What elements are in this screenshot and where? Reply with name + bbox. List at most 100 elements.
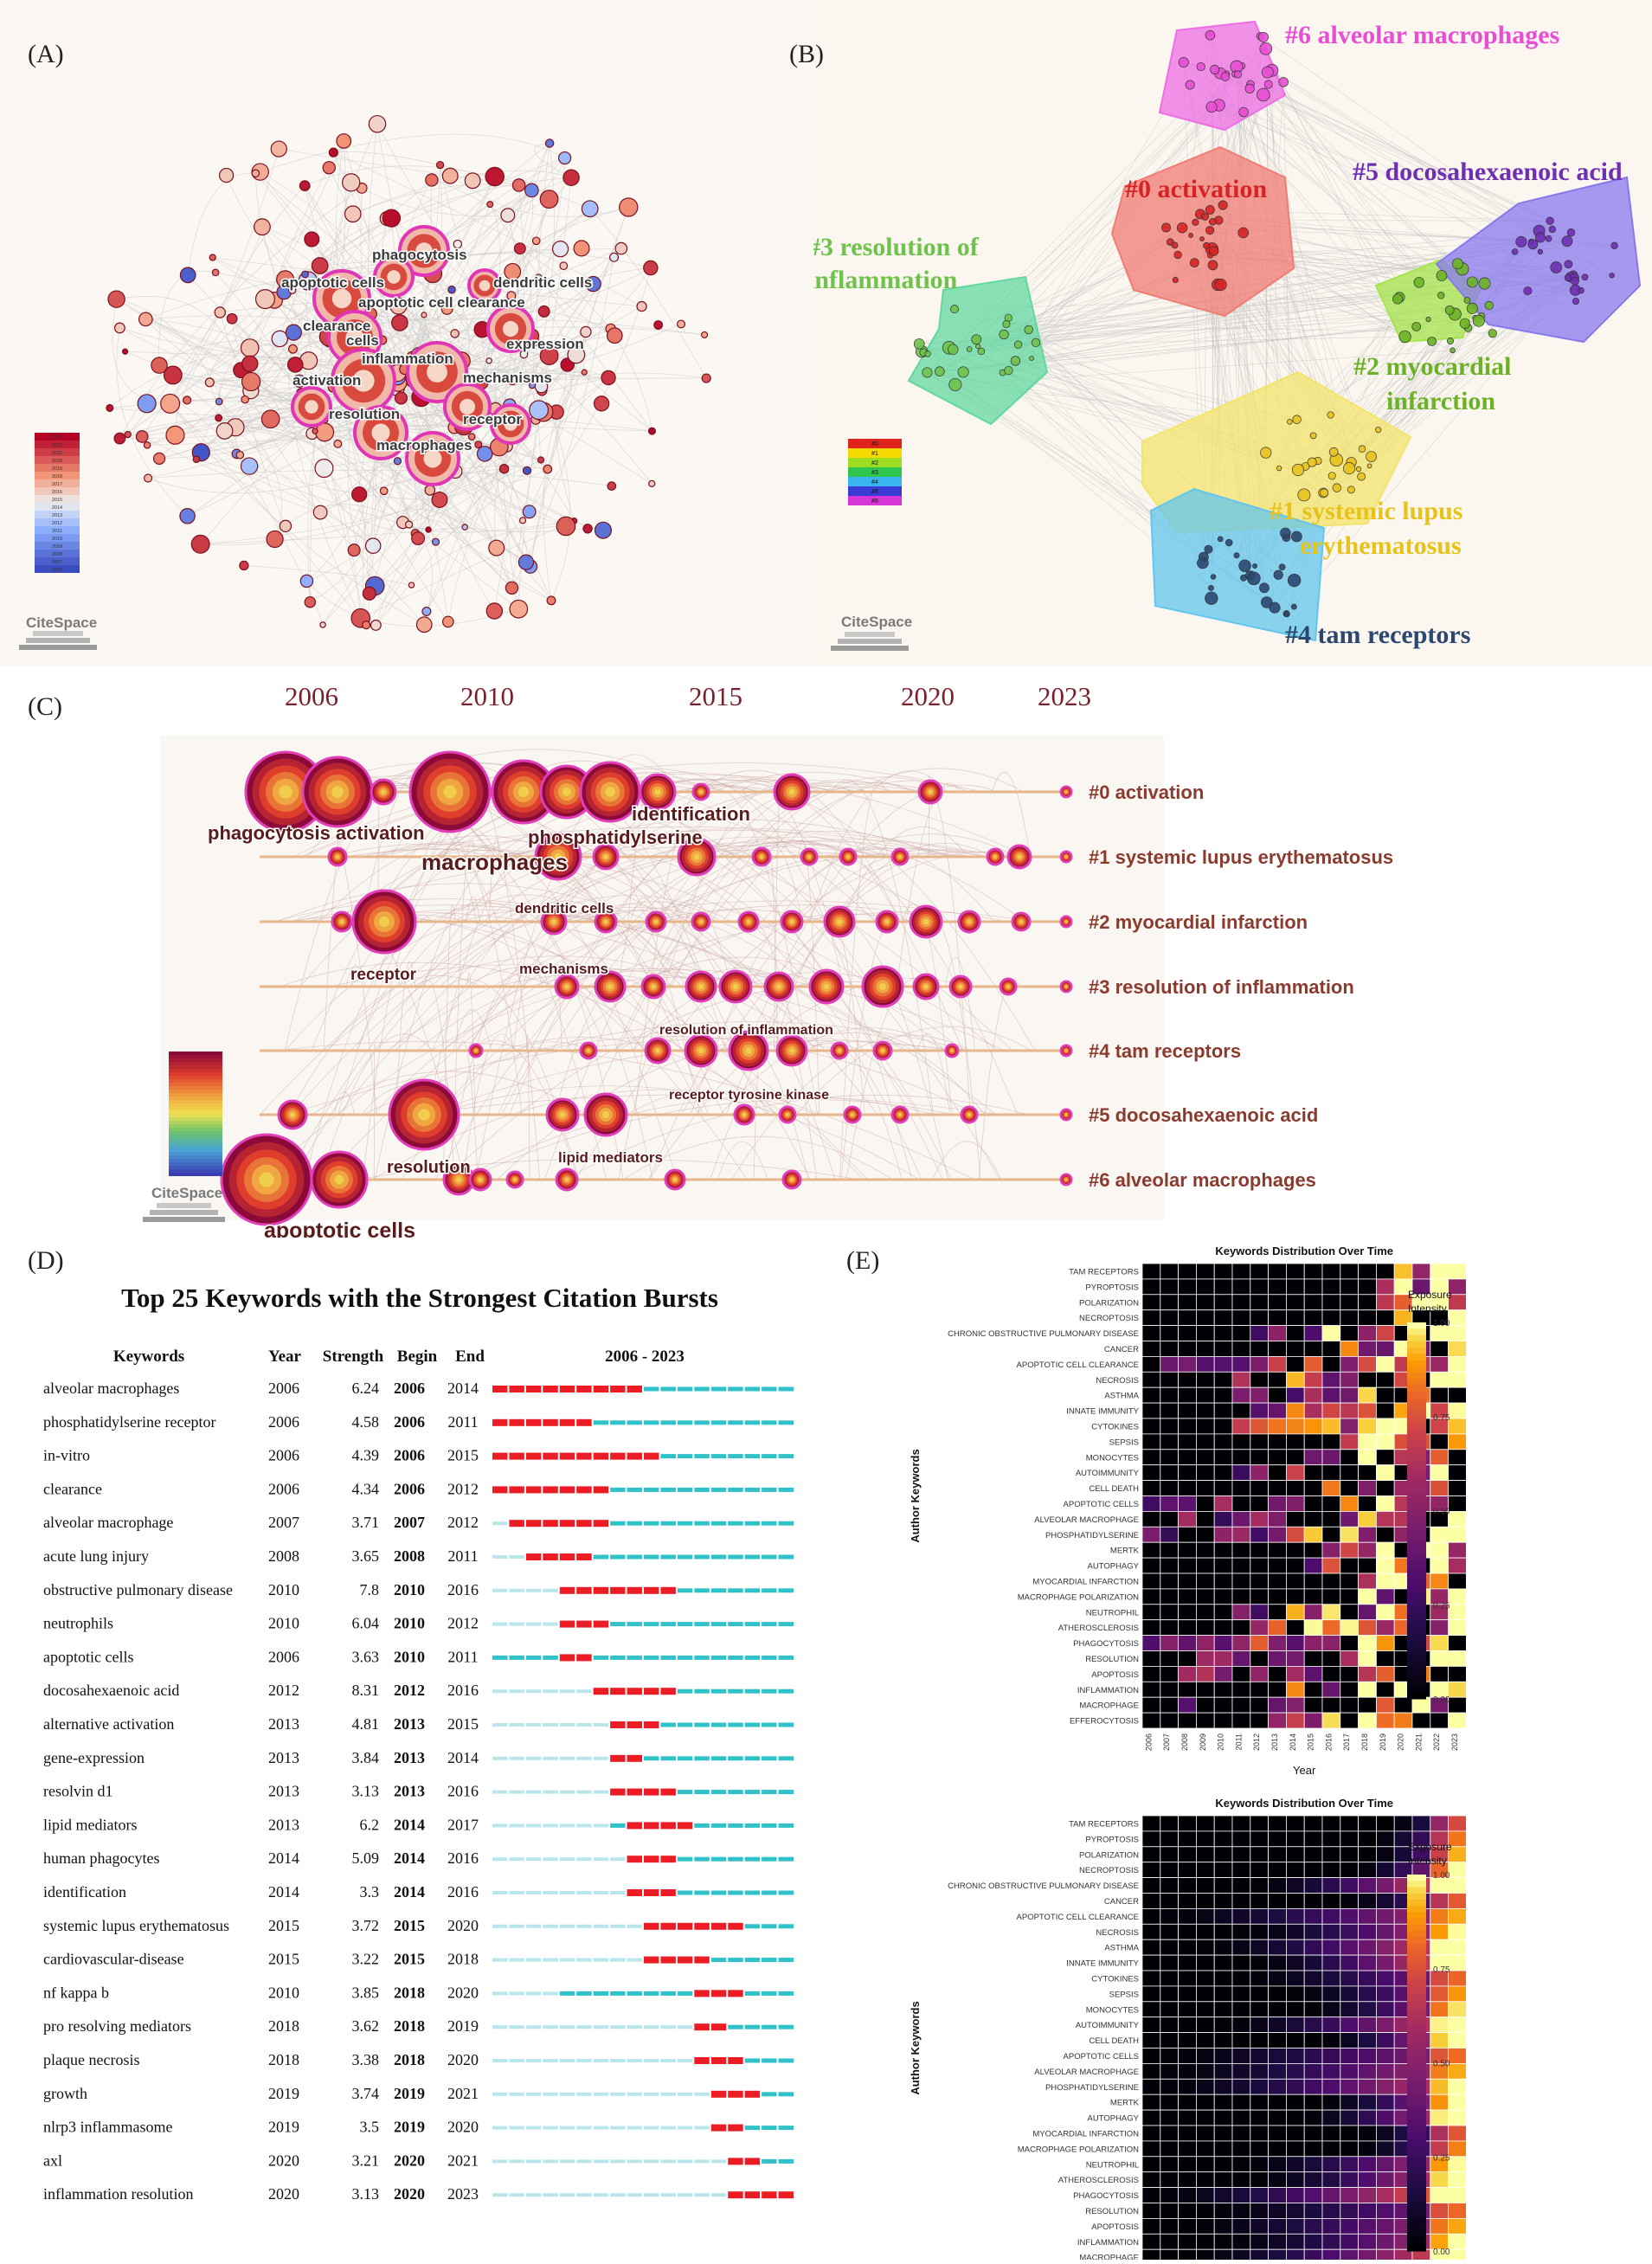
heatmap-cell (1304, 1295, 1322, 1310)
heatmap-cell (1160, 1924, 1179, 1939)
burst-header-2: Strength (323, 1347, 384, 1366)
network-node (1284, 611, 1289, 616)
heatmap-cell (1214, 1573, 1232, 1589)
burst-year-cell (627, 2025, 642, 2029)
heatmap-cell (1322, 1326, 1340, 1341)
burst-year-cell (694, 2159, 709, 2163)
heatmap-legend-gradient (1407, 1454, 1426, 1461)
burst-row-year: 2006 (268, 1648, 299, 1665)
network-node (1452, 259, 1462, 269)
heatmap-cell (1250, 1831, 1269, 1847)
heatmap-cell (1394, 1697, 1412, 1713)
heatmap-cell (1340, 2141, 1359, 2157)
year-legend-label: 2009 (52, 544, 62, 550)
network-node (1239, 107, 1249, 117)
timeline-node (877, 911, 897, 932)
heatmap-cell (1214, 1713, 1232, 1728)
heatmap-cell (1196, 2172, 1214, 2188)
burst-year-cell (610, 1622, 625, 1626)
burst-year-cell (728, 1689, 742, 1694)
heatmap-cell (1179, 1558, 1197, 1573)
heatmap-cell (1322, 1356, 1340, 1372)
network-node (320, 622, 325, 627)
burst-row-strength: 3.72 (352, 1917, 380, 1934)
burst-row-strength: 3.65 (352, 1547, 380, 1565)
heatmap-cell (1286, 2249, 1304, 2260)
timeline-color-legend (169, 1069, 222, 1072)
burst-year-cell (610, 2193, 625, 2196)
heatmap-cell (1322, 2063, 1340, 2079)
heatmap-keyword-label: MACROPHAGE (1079, 1701, 1139, 1711)
heatmap-cell (1196, 1862, 1214, 1878)
timeline-node (470, 1045, 482, 1057)
heatmap-legend-gradient (1407, 2207, 1426, 2214)
heatmap-cell (1359, 1310, 1377, 1326)
hub-node-center (305, 400, 318, 413)
heatmap-cell (1269, 1894, 1287, 1909)
heatmap-legend-gradient (1407, 1611, 1426, 1618)
heatmap-cell (1286, 2063, 1304, 2079)
burst-row-end: 2014 (447, 1380, 479, 1397)
burst-year-cell (711, 1857, 726, 1862)
network-node (540, 190, 558, 209)
heatmap-cell (1250, 1434, 1269, 1450)
timeline-color-legend (169, 1159, 222, 1162)
heatmap-cell (1376, 1465, 1394, 1481)
heatmap-cell (1196, 1542, 1214, 1558)
heatmap-cell (1250, 2188, 1269, 2203)
heatmap-cell (1449, 1542, 1467, 1558)
burst-year-cell (711, 1387, 726, 1392)
network-node (1375, 427, 1380, 432)
burst-row-strength: 4.81 (352, 1715, 380, 1733)
network-node (1197, 557, 1208, 569)
burst-row-keyword: growth (43, 2085, 87, 2102)
heatmap-cell (1376, 2172, 1394, 2188)
burst-year-cell (694, 2093, 709, 2096)
heatmap-cell (1196, 1986, 1214, 2002)
heatmap-cell (1196, 1713, 1214, 1728)
heatmap-cell (1214, 1682, 1232, 1697)
heatmap-cell (1179, 2033, 1197, 2049)
heatmap-cell (1214, 1511, 1232, 1527)
heatmap-cell (1286, 2218, 1304, 2234)
heatmap-year-label: 2007 (1162, 1733, 1171, 1751)
heatmap-cell (1214, 2157, 1232, 2172)
burst-year-cell (694, 1790, 709, 1794)
network-node (1205, 545, 1212, 553)
heatmap-cell (1196, 2203, 1214, 2219)
burst-year-cell (644, 1991, 659, 1996)
heatmap-cell (1286, 2188, 1304, 2203)
network-node (501, 209, 515, 222)
heatmap-cell (1142, 1511, 1160, 1527)
burst-year-cell (509, 1419, 524, 1426)
burst-year-cell (678, 1991, 692, 1996)
heatmap-cell (1142, 1481, 1160, 1496)
heatmap-legend-tick: 0.75 (1433, 1965, 1450, 1975)
burst-year-cell (610, 1721, 625, 1728)
heatmap-cell (1214, 2126, 1232, 2141)
heatmap-cell (1376, 1878, 1394, 1894)
burst-row-begin: 2014 (394, 1883, 425, 1901)
heatmap-legend-gradient (1407, 1680, 1426, 1687)
heatmap-legend-gradient (1407, 1913, 1426, 1920)
heatmap-cell (1160, 1450, 1179, 1465)
burst-year-cell (627, 2159, 642, 2163)
heatmap-cell (1232, 2188, 1250, 2203)
burst-year-cell (779, 1991, 794, 1996)
heatmap-cell (1269, 1372, 1287, 1387)
heatmap-cell (1269, 1511, 1287, 1527)
burst-year-cell (779, 1756, 794, 1760)
heatmap-cell (1214, 1264, 1232, 1279)
heatmap-cell (1359, 1620, 1377, 1636)
timeline-color-legend (169, 1110, 222, 1114)
timeline-node (874, 1042, 891, 1059)
heatmap-cell (1359, 2063, 1377, 2079)
timeline-color-legend (169, 1079, 222, 1083)
heatmap-cell (1179, 1264, 1197, 1279)
burst-row-strength: 4.34 (352, 1480, 380, 1497)
heatmap-cell (1250, 1697, 1269, 1713)
timeline-node (556, 1169, 577, 1190)
heatmap-legend-gradient (1407, 1906, 1426, 1913)
network-node (499, 465, 508, 473)
heatmap-cell (1214, 1816, 1232, 1831)
